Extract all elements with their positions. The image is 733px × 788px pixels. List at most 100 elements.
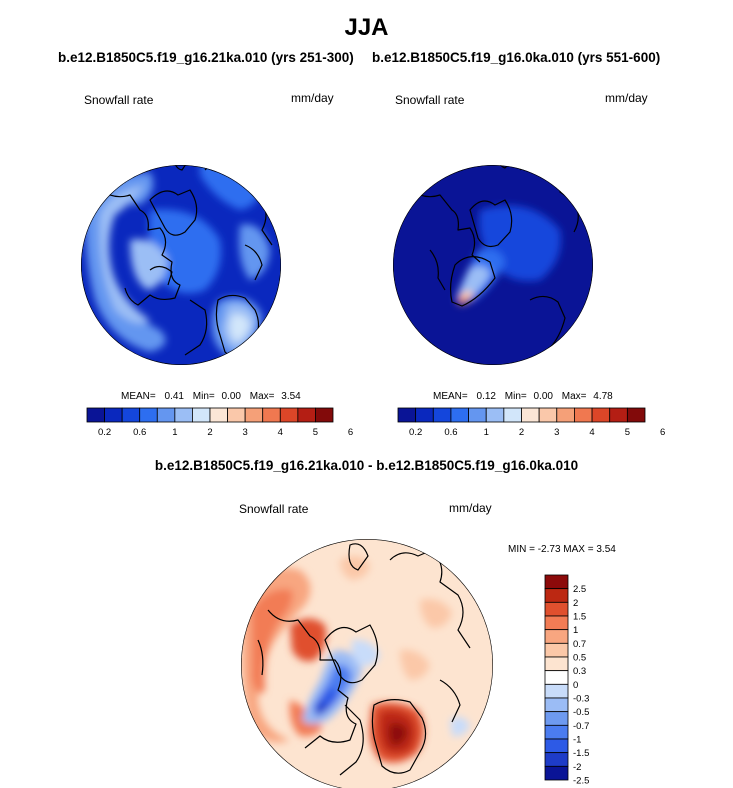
diff-map [241,539,493,788]
right-colorbar-box [450,407,469,423]
diff-colorbar-tick-label: 0 [573,680,578,691]
left-mean-label: MEAN= [121,391,156,402]
left-variable-label: Snowfall rate [84,93,154,107]
right-map [393,165,593,365]
left-colorbar-tick-label: 0.2 [98,427,111,438]
left-colorbar-tick-label: 1 [172,427,177,438]
diff-colorbar-tick-label: -2.5 [573,776,589,787]
left-colorbar-tick-label: 3 [242,427,247,438]
right-colorbar-box [432,407,452,423]
left-colorbar: 0.2 0.6 1 2 3 4 5 6 [86,407,353,438]
diff-colorbar-box [544,724,569,740]
left-colorbar-box [121,407,141,423]
diff-colorbar-tick-label: -0.7 [573,721,589,732]
left-colorbar-box [86,407,105,423]
right-colorbar-tick-label: 2 [519,427,524,438]
right-colorbar-tick-label: 0.2 [409,427,422,438]
diff-minmax: MIN = -2.73 MAX = 3.54 [508,544,616,555]
diff-colorbar-box [544,615,569,631]
left-colorbar-tick-label: 2 [207,427,212,438]
diff-colorbar-box [544,601,569,617]
diff-colorbar-box [544,642,569,658]
right-mean-value: 0.12 [476,391,496,402]
left-stats: MEAN= 0.41 Min= 0.00 Max= 3.54 [121,391,301,402]
diff-colorbar-tick-label: 1 [573,625,578,636]
left-colorbar-box [315,407,334,423]
left-colorbar-box [156,407,176,423]
right-snowfall-field [455,205,561,305]
diff-units-label: mm/day [449,501,492,515]
diff-colorbar-box [544,656,569,672]
right-colorbar-tick-label: 6 [660,427,665,438]
right-colorbar-box [626,407,646,423]
left-colorbar-box [139,407,158,423]
right-max-label: Max= [561,391,587,402]
left-colorbar-tick-label: 6 [348,427,353,438]
right-colorbar-box [503,407,522,423]
left-units-label: mm/day [291,91,334,105]
right-colorbar-tick-label: 4 [589,427,594,438]
right-colorbar-box [397,407,417,423]
left-colorbar-tick-label: 4 [278,427,283,438]
left-colorbar-tick-label: 5 [313,427,318,438]
diff-colorbar-box [544,629,569,644]
diff-colorbar-tick-label: -0.5 [573,707,589,718]
left-colorbar-box [227,407,246,423]
right-colorbar-tick-label: 0.6 [444,427,457,438]
diff-colorbar-box [544,697,569,713]
diff-colorbar-box [544,738,569,754]
diff-colorbar-tick-label: 2 [573,598,578,609]
diff-colorbar-tick-label: -0.3 [573,694,589,705]
left-colorbar-tick-label: 0.6 [133,427,146,438]
diff-colorbar-tick-label: 0.3 [573,666,586,677]
diff-colorbar-tick-label: 0.5 [573,653,586,664]
left-colorbar-box [279,407,299,423]
left-mean-value: 0.41 [164,391,184,402]
left-min-value: 0.00 [221,391,241,402]
right-coastlines [409,165,579,351]
diff-colorbar-box [544,670,569,685]
diff-field [242,556,470,763]
left-colorbar-box [297,407,316,423]
left-colorbar-box [262,407,281,423]
right-colorbar-box [609,407,628,423]
diff-variable-label: Snowfall rate [239,502,309,516]
right-colorbar-tick-label: 3 [554,427,559,438]
diff-colorbar-tick-label: -1.5 [573,748,589,759]
right-colorbar: 0.2 0.6 1 2 3 4 5 6 [397,407,665,438]
right-colorbar-box [574,407,593,423]
right-colorbar-tick-label: 1 [484,427,489,438]
right-colorbar-box [556,407,575,423]
right-stats: MEAN= 0.12 Min= 0.00 Max= 4.78 [433,391,613,402]
right-colorbar-tick-label: 5 [625,427,630,438]
right-colorbar-box [538,407,558,423]
right-colorbar-box [591,407,611,423]
diff-colorbar-box [544,765,569,781]
right-units-label: mm/day [605,91,648,105]
left-colorbar-box [104,407,123,423]
diff-colorbar-tick-label: 1.5 [573,612,586,623]
diff-colorbar-box [544,752,569,767]
left-panel-title: b.e12.B1850C5.f19_g16.21ka.010 (yrs 251-… [58,50,354,65]
right-max-value: 4.78 [593,391,613,402]
right-colorbar-box [485,407,505,423]
diff-colorbar-tick-label: 0.7 [573,639,586,650]
diff-colorbar-box [544,574,569,590]
right-min-value: 0.00 [533,391,553,402]
left-snowfall-field [84,165,270,360]
diff-colorbar-box [544,683,569,699]
right-mean-label: MEAN= [433,391,468,402]
left-min-label: Min= [192,391,215,402]
left-colorbar-box [192,407,211,423]
figure-title: JJA [344,14,389,41]
right-panel-title: b.e12.B1850C5.f19_g16.0ka.010 (yrs 551-6… [372,50,661,65]
diff-colorbar-tick-label: -2 [573,762,581,773]
left-colorbar-box [174,407,193,423]
left-max-label: Max= [249,391,275,402]
diff-coastlines [257,543,471,776]
right-colorbar-box [415,407,434,423]
diff-colorbar-tick-label: 2.5 [573,584,586,595]
diff-colorbar-box [544,711,569,726]
right-colorbar-box [468,407,487,423]
